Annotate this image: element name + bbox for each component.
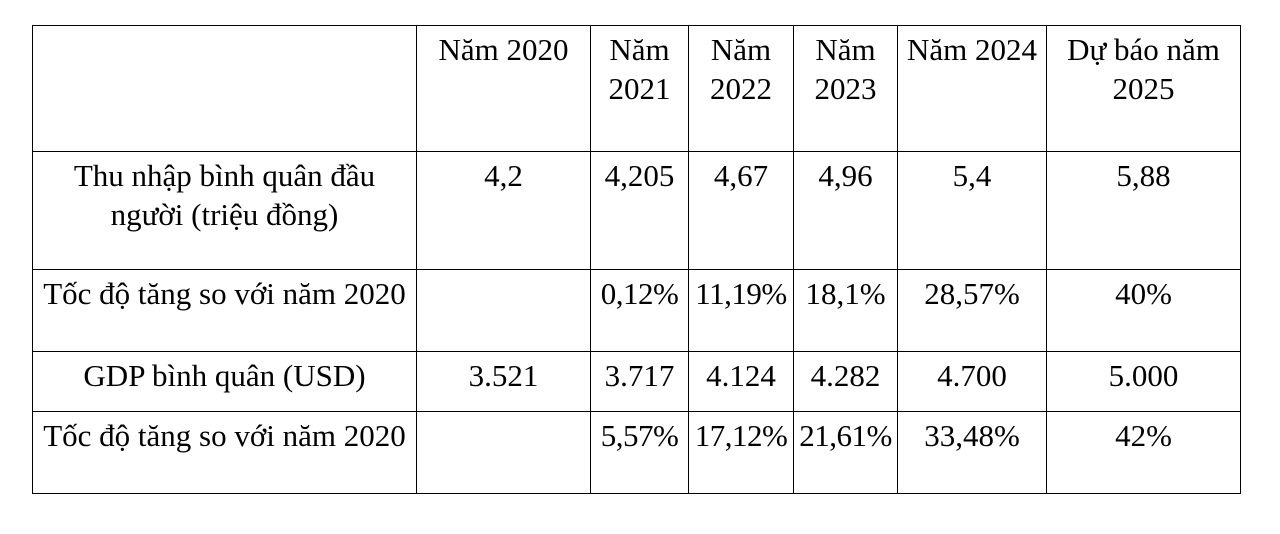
table-row: Tốc độ tăng so với năm 2020 5,57% 17,12%… [32, 411, 1241, 494]
cell-income-growth-2023: 18,1% [793, 269, 898, 352]
table-row: GDP bình quân (USD) 3.521 3.717 4.124 4.… [32, 351, 1241, 412]
cell-income-2020: 4,2 [416, 151, 591, 270]
row-label-gdp-growth: Tốc độ tăng so với năm 2020 [32, 411, 417, 494]
cell-income-2024: 5,4 [897, 151, 1047, 270]
cell-income-2022: 4,67 [688, 151, 794, 270]
header-year-2024: Năm 2024 [897, 25, 1047, 152]
cell-gdp-2025: 5.000 [1046, 351, 1241, 412]
header-year-2022: Năm 2022 [688, 25, 794, 152]
header-forecast-2025: Dự báo năm 2025 [1046, 25, 1241, 152]
cell-gdp-2022: 4.124 [688, 351, 794, 412]
cell-gdp-2024: 4.700 [897, 351, 1047, 412]
header-year-2023: Năm 2023 [793, 25, 898, 152]
cell-gdp-2021: 3.717 [590, 351, 689, 412]
cell-income-growth-2022: 11,19% [688, 269, 794, 352]
cell-gdp-growth-2020 [416, 411, 591, 494]
table-row: Thu nhập bình quân đầu người (triệu đồng… [32, 151, 1241, 270]
header-empty-cell [32, 25, 417, 152]
cell-income-2023: 4,96 [793, 151, 898, 270]
cell-gdp-growth-2023: 21,61% [793, 411, 898, 494]
cell-gdp-growth-2024: 33,48% [897, 411, 1047, 494]
cell-income-growth-2024: 28,57% [897, 269, 1047, 352]
row-label-income: Thu nhập bình quân đầu người (triệu đồng… [32, 151, 417, 270]
cell-gdp-growth-2021: 5,57% [590, 411, 689, 494]
header-year-2021: Năm 2021 [590, 25, 689, 152]
row-label-gdp: GDP bình quân (USD) [32, 351, 417, 412]
cell-income-2021: 4,205 [590, 151, 689, 270]
cell-gdp-2020: 3.521 [416, 351, 591, 412]
cell-gdp-growth-2022: 17,12% [688, 411, 794, 494]
header-year-2020: Năm 2020 [416, 25, 591, 152]
cell-income-growth-2025: 40% [1046, 269, 1241, 352]
cell-income-2025: 5,88 [1046, 151, 1241, 270]
cell-income-growth-2021: 0,12% [590, 269, 689, 352]
table-row: Tốc độ tăng so với năm 2020 0,12% 11,19%… [32, 269, 1241, 352]
cell-gdp-2023: 4.282 [793, 351, 898, 412]
statistics-table: Năm 2020 Năm 2021 Năm 2022 Năm 2023 Năm … [32, 25, 1241, 494]
cell-income-growth-2020 [416, 269, 591, 352]
row-label-income-growth: Tốc độ tăng so với năm 2020 [32, 269, 417, 352]
header-row: Năm 2020 Năm 2021 Năm 2022 Năm 2023 Năm … [32, 25, 1241, 152]
cell-gdp-growth-2025: 42% [1046, 411, 1241, 494]
